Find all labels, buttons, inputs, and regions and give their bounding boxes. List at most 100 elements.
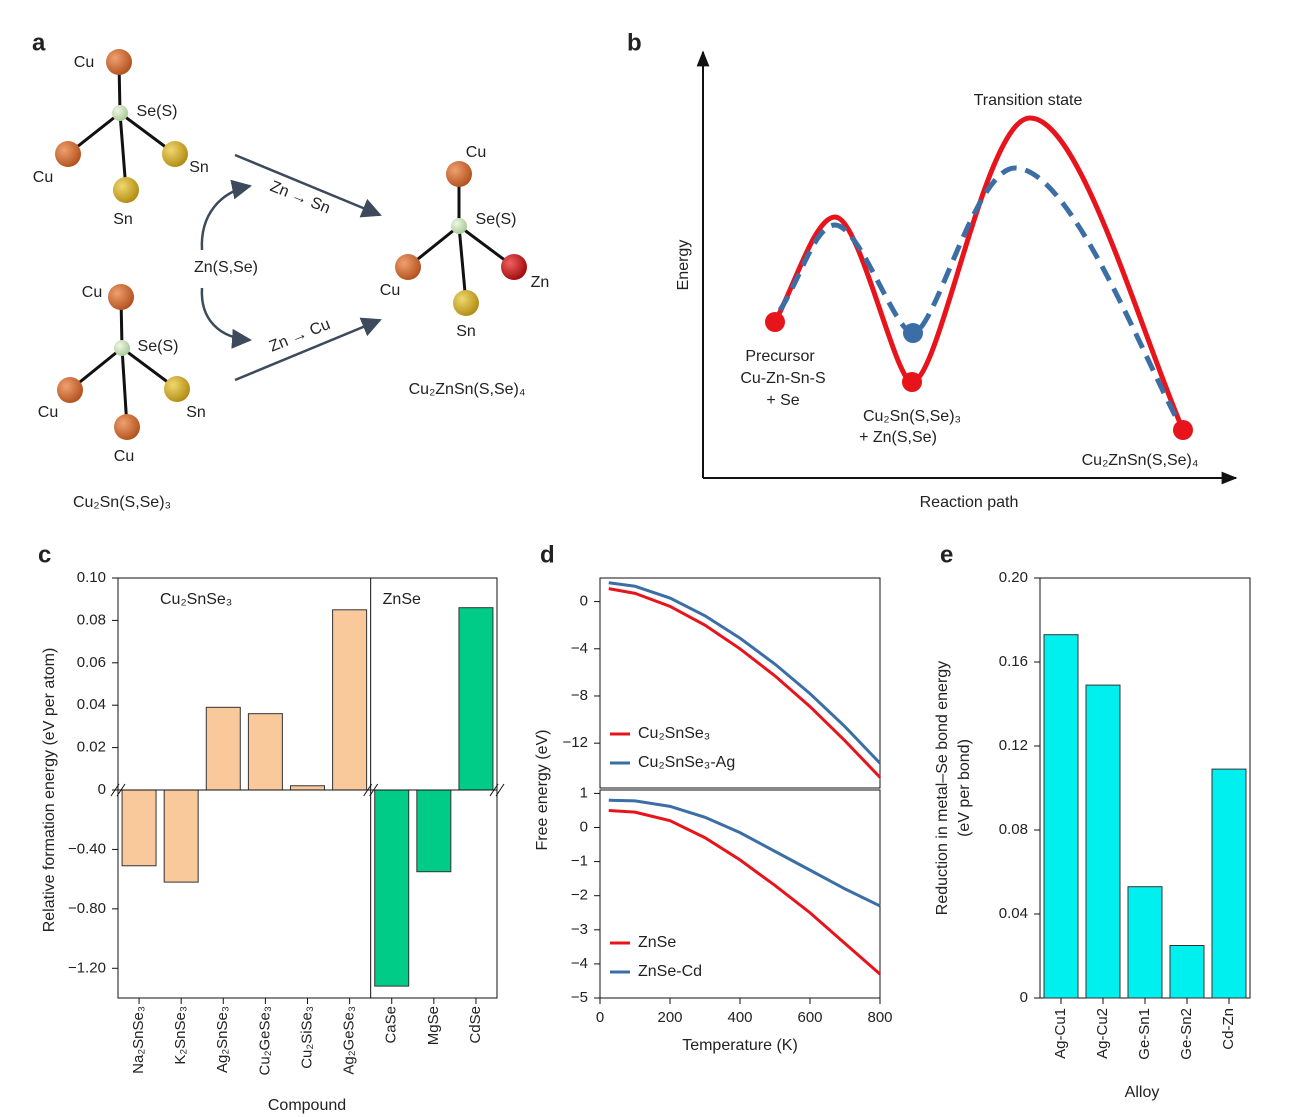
x-tick-label: K₂SnSe₃ [172,1006,189,1065]
arrow [200,287,252,349]
axis-break [369,783,379,797]
y-tick-label: 0.08 [999,821,1028,838]
bond [120,347,129,428]
y-axis-label: Reduction in metal–Se bond energy [934,661,951,915]
atom [108,284,134,310]
axis-label: Reaction path [920,494,1019,511]
bar [1169,945,1205,999]
y-tick-label: −0.80 [68,900,106,917]
axis-break [363,783,373,797]
y-tick-label: 0 [1020,989,1028,1006]
atom [162,141,188,167]
x-axis-label: Compound [268,1097,346,1114]
atom-label: Se(S) [137,103,178,120]
bar [416,789,452,873]
atom [451,218,467,234]
bar [163,789,199,883]
y-axis-label: Free energy (eV) [534,730,551,851]
atom-label: Cu [33,169,53,186]
atom-label: Se(S) [476,211,517,228]
bar [332,609,368,791]
x-tick-label: 600 [797,1009,822,1026]
legend-label: ZnSe [638,934,676,951]
structure-name: Cu₂Sn(S,Se)₃ [73,494,171,511]
legend-label: Cu₂SnSe₃ [638,725,710,742]
atom-label: Sn [456,323,476,340]
axis-label: Energy [675,240,692,291]
y-tick-label: 0.20 [999,569,1028,586]
y-axis-label: Relative formation energy (eV per atom) [41,648,58,933]
group-label: Cu₂SnSe₃ [160,591,232,608]
y-tick-label: 0.12 [999,737,1028,754]
arrow-label: Zn → Cu [267,316,333,356]
atom [57,377,83,403]
bar [458,607,494,791]
y-tick-label: 0.04 [77,696,106,713]
atom [164,376,190,402]
x-tick-label: Ag₂SnSe₃ [214,1006,231,1073]
state-dot [903,323,923,343]
bar [374,789,410,987]
bar [290,785,325,791]
x-axis-label: Alloy [1125,1084,1160,1101]
x-tick-label: Na₂SnSe₃ [130,1006,147,1074]
y-tick-label: 0.16 [999,653,1028,670]
series-line [608,587,882,779]
atom [114,340,130,356]
y-tick-label: 0.10 [77,569,106,586]
atom [55,141,81,167]
atom-label: Sn [113,211,133,228]
structure-name: Cu₂ZnSn(S,Se)₄ [409,381,526,398]
y-tick-label: −4 [571,640,588,657]
annotation: Precursor [745,348,815,365]
panel-letter: b [627,29,642,56]
x-tick-label: MgSe [425,1006,442,1045]
y-tick-label: −2 [571,887,588,904]
x-tick-label: Ag-Cu2 [1094,1008,1111,1059]
x-tick-label: 0 [596,1009,604,1026]
panel-letter: d [540,541,555,568]
annotation: + Zn(S,Se) [859,429,937,446]
arrow [234,317,382,382]
y-tick-label: −8 [571,687,588,704]
atom [113,177,139,203]
x-tick-label: Cu₂SiSe₃ [298,1006,315,1069]
bar [247,713,283,791]
atom-label: Cu [38,404,58,421]
atom [453,290,479,316]
bar [1085,684,1121,999]
y-tick-label: 0 [580,593,588,610]
atom-label: Cu [380,282,400,299]
atom-label: Sn [186,404,206,421]
axis-break [116,783,126,797]
atom [114,414,140,440]
energy-path [777,165,1183,427]
bar [205,706,241,791]
state-dot [765,312,785,332]
y-tick-label: 1 [580,784,588,801]
y-tick-label: −12 [563,734,588,751]
y-tick-label: −5 [571,989,588,1006]
x-tick-label: Cd-Zn [1220,1008,1237,1050]
atom-label: Cu [114,448,134,465]
x-tick-label: Ag-Cu1 [1052,1008,1069,1059]
arrow-label: Zn → Sn [268,178,333,217]
annotation: Cu₂Sn(S,Se)₃ [863,408,961,425]
series-line [608,798,881,908]
annotation: + Se [766,392,799,409]
legend-label: Cu₂SnSe₃-Ag [638,754,735,771]
y-tick-label: −4 [571,955,588,972]
x-tick-label: CdSe [467,1006,484,1044]
bar [121,789,157,867]
annotation: Cu-Zn-Sn-S [740,370,825,387]
y-tick-label: 0 [98,781,106,798]
y-tick-label: 0.04 [999,905,1028,922]
atom [395,254,421,280]
x-tick-label: Ge-Sn2 [1178,1008,1195,1060]
panel-letter: e [940,541,953,568]
atom-label: Cu [466,144,486,161]
y-tick-label: 0.02 [77,739,106,756]
